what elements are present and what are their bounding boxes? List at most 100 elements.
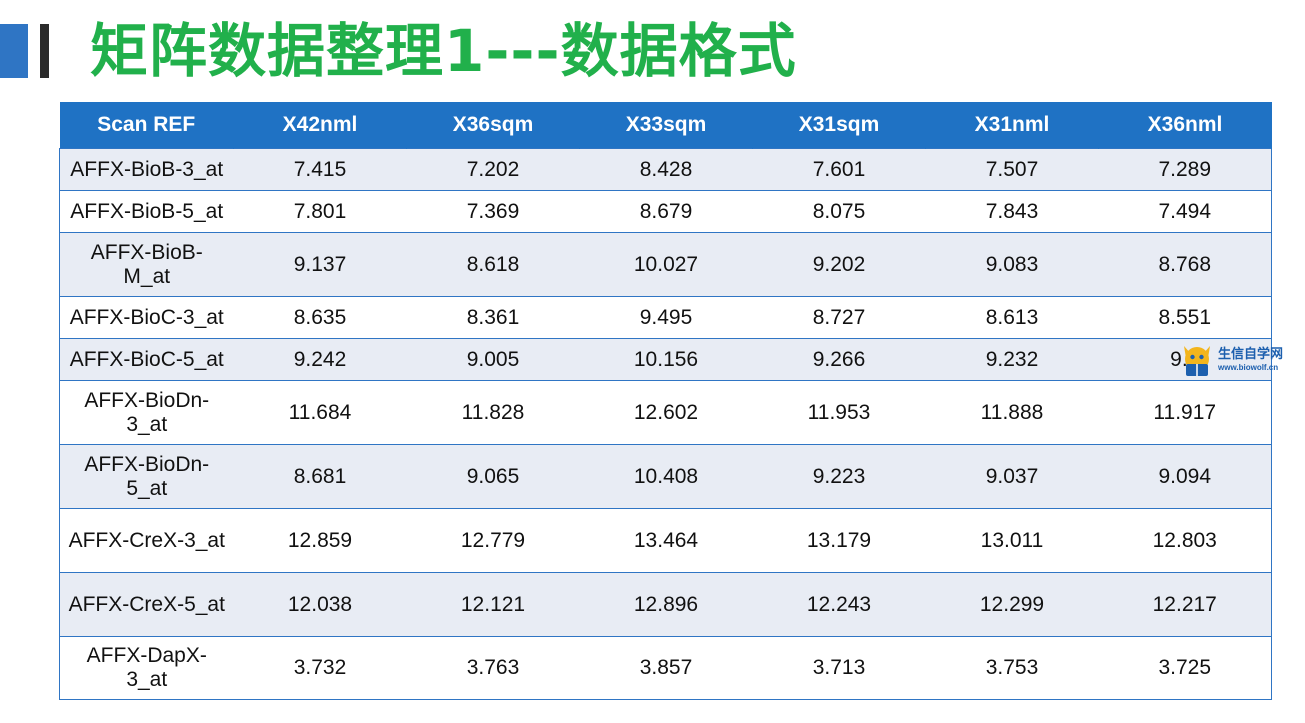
table-row: AFFX-CreX-3_at 12.859 12.779 13.464 13.179 13… [59, 508, 1272, 573]
value-cell: 12.602 [579, 380, 753, 445]
wolf-logo-icon [1180, 342, 1214, 378]
value-cell: 12.243 [752, 572, 926, 637]
value-cell: 12.859 [233, 508, 407, 573]
watermark: 生信自学网 www.biowolf.cn [1180, 340, 1305, 380]
column-header: X31nml [925, 102, 1099, 149]
value-cell: 7.843 [925, 190, 1099, 233]
value-cell: 9.242 [233, 338, 407, 381]
value-cell: 3.725 [1098, 636, 1272, 700]
value-cell: 9.065 [406, 444, 580, 509]
table-row: AFFX-BioB- M_at 9.137 8.618 10.027 9.202 9.083… [59, 232, 1272, 297]
value-cell: 8.768 [1098, 232, 1272, 297]
value-cell: 9.137 [233, 232, 407, 297]
value-cell: 9.266 [752, 338, 926, 381]
title-accent-bar [0, 24, 28, 78]
value-cell: 10.408 [579, 444, 753, 509]
row-label-cell: AFFX-BioC-3_at [59, 296, 234, 339]
table-row: AFFX-BioDn- 5_at 8.681 9.065 10.408 9.223 9.03… [59, 444, 1272, 509]
row-label: AFFX-BioDn- [84, 388, 210, 412]
value-cell: 7.289 [1098, 148, 1272, 191]
value-cell: 13.011 [925, 508, 1099, 573]
row-label-cell: AFFX-BioB- M_at [59, 232, 234, 297]
value-cell: 9.094 [1098, 444, 1272, 509]
row-label-cell: AFFX-DapX- 3_at [59, 636, 234, 700]
row-label-cell: AFFX-BioDn- 5_at [59, 444, 234, 509]
table-header-row: Scan REF X42nml X36sqm X33sqm X31sqm X31nml X3… [59, 102, 1272, 149]
value-cell: 8.361 [406, 296, 580, 339]
watermark-url: www.biowolf.cn [1218, 363, 1279, 372]
column-header: X36sqm [406, 102, 580, 149]
row-label: AFFX-BioB- [90, 240, 203, 264]
expression-matrix-table: Scan REF X42nml X36sqm X33sqm X31sqm X31nml X3… [59, 102, 1272, 700]
value-cell: 7.601 [752, 148, 926, 191]
value-cell: 7.801 [233, 190, 407, 233]
table-row: AFFX-BioC-3_at 8.635 8.361 9.495 8.727 8.613 8… [59, 296, 1272, 339]
column-header: X33sqm [579, 102, 753, 149]
value-cell: 8.551 [1098, 296, 1272, 339]
value-cell: 9.495 [579, 296, 753, 339]
value-cell: 8.613 [925, 296, 1099, 339]
value-cell: 9.083 [925, 232, 1099, 297]
value-cell: 12.121 [406, 572, 580, 637]
row-label: M_at [123, 264, 171, 288]
value-cell: 10.027 [579, 232, 753, 297]
column-header: X36nml [1098, 102, 1272, 149]
title-accent-bar-dark [40, 24, 49, 78]
row-label-cell: AFFX-BioDn- 3_at [59, 380, 234, 445]
value-cell: 7.415 [233, 148, 407, 191]
value-cell: 8.635 [233, 296, 407, 339]
table-row: AFFX-BioB-3_at 7.415 7.202 8.428 7.601 7.507 7… [59, 148, 1272, 191]
table-row: AFFX-BioDn- 3_at 11.684 11.828 12.602 11.953 1… [59, 380, 1272, 445]
row-label: 3_at [126, 412, 168, 436]
value-cell: 11.684 [233, 380, 407, 445]
value-cell: 7.369 [406, 190, 580, 233]
row-label: AFFX-BioC-3_at [69, 305, 224, 329]
value-cell: 7.507 [925, 148, 1099, 191]
value-cell: 9.005 [406, 338, 580, 381]
column-header: X42nml [233, 102, 407, 149]
value-cell: 3.763 [406, 636, 580, 700]
row-label-cell: AFFX-BioC-5_at [59, 338, 234, 381]
value-cell: 7.494 [1098, 190, 1272, 233]
value-cell: 13.464 [579, 508, 753, 573]
row-label: AFFX-CreX-3_at [68, 528, 225, 552]
row-label: 5_at [126, 476, 168, 500]
value-cell: 3.857 [579, 636, 753, 700]
row-label: AFFX-BioDn- [84, 452, 210, 476]
value-cell: 12.038 [233, 572, 407, 637]
row-label-cell: AFFX-BioB-3_at [59, 148, 234, 191]
row-label: AFFX-DapX- [86, 644, 207, 667]
value-cell: 8.075 [752, 190, 926, 233]
value-cell: 9.202 [752, 232, 926, 297]
row-label-cell: AFFX-BioB-5_at [59, 190, 234, 233]
value-cell: 9.037 [925, 444, 1099, 509]
value-cell: 12.779 [406, 508, 580, 573]
value-cell: 11.828 [406, 380, 580, 445]
row-label: AFFX-BioC-5_at [69, 347, 224, 371]
value-cell: 9.232 [925, 338, 1099, 381]
value-cell: 12.803 [1098, 508, 1272, 573]
value-cell: 8.681 [233, 444, 407, 509]
page-title: 矩阵数据整理1---数据格式 [90, 17, 797, 85]
value-cell: 8.618 [406, 232, 580, 297]
row-label: AFFX-CreX-5_at [68, 592, 225, 616]
column-header: Scan REF [59, 102, 234, 149]
value-cell: 11.917 [1098, 380, 1272, 445]
value-cell: 3.753 [925, 636, 1099, 700]
table-body: AFFX-BioB-3_at 7.415 7.202 8.428 7.601 7.507 7… [59, 148, 1272, 700]
value-cell: 8.727 [752, 296, 926, 339]
value-cell: 11.953 [752, 380, 926, 445]
row-label: AFFX-BioB-3_at [70, 157, 224, 181]
value-cell: 9.223 [752, 444, 926, 509]
row-label: AFFX-BioB-5_at [70, 199, 224, 223]
watermark-name: 生信自学网 [1218, 347, 1284, 362]
table-row: AFFX-BioC-5_at 9.242 9.005 10.156 9.266 9.232… [59, 338, 1272, 381]
value-cell: 8.679 [579, 190, 753, 233]
value-cell: 12.896 [579, 572, 753, 637]
table-row: AFFX-DapX- 3_at 3.732 3.763 3.857 3.713 3.753 3… [59, 636, 1272, 700]
value-cell: 13.179 [752, 508, 926, 573]
table-row: AFFX-BioB-5_at 7.801 7.369 8.679 8.075 7.843 7… [59, 190, 1272, 233]
row-label-cell: AFFX-CreX-3_at [59, 508, 234, 573]
value-cell: 12.299 [925, 572, 1099, 637]
column-header: X31sqm [752, 102, 926, 149]
